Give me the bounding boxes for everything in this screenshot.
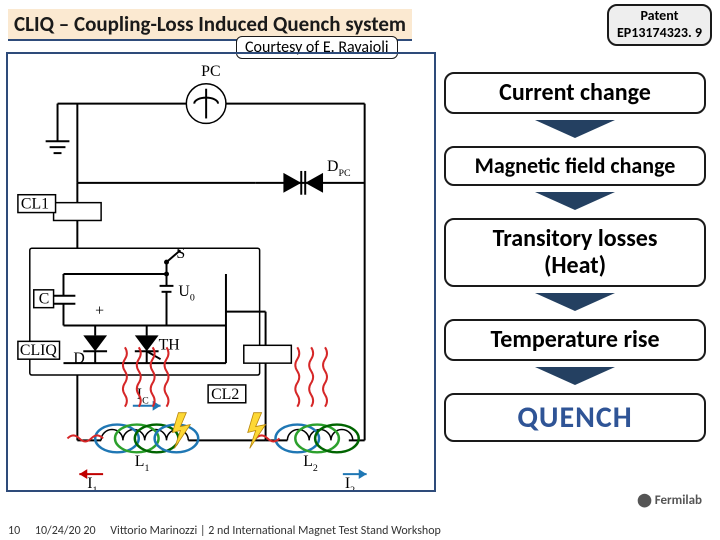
flow-box-4: QUENCH [444, 393, 706, 442]
flow-box-3: Temperature rise [444, 319, 706, 361]
lightning-bolt-icon-2 [248, 412, 266, 448]
slide-author: Vittorio Marinozzi | 2 nd International … [110, 524, 441, 538]
flow-arrow-icon [535, 192, 615, 210]
dpc-diodes [77, 171, 364, 195]
svg-text:S: S [176, 245, 185, 262]
patent-label: Patent [617, 8, 702, 25]
svg-text:DPC: DPC [327, 158, 351, 179]
svg-text:CL2: CL2 [211, 385, 239, 402]
slide-date: 10/24/20 20 [35, 524, 96, 538]
svg-text:CL1: CL1 [21, 195, 49, 212]
flow-box-1: Magnetic field change [444, 146, 706, 186]
svg-text:I1: I1 [87, 475, 97, 490]
slide-number: 10 [8, 524, 20, 538]
patent-number: EP13174323. 9 [617, 25, 702, 42]
svg-text:L1: L1 [135, 453, 150, 474]
svg-text:+: + [95, 302, 104, 319]
patent-box: Patent EP13174323. 9 [607, 4, 712, 46]
flow-arrow-icon [535, 293, 615, 311]
fermilab-logo: ⬤ Fermilab [637, 493, 702, 508]
lightning-bolt-icon [172, 412, 190, 448]
footer: 10 10/24/20 20 Vittorio Marinozzi | 2 nd… [8, 524, 453, 538]
svg-text:CLIQ: CLIQ [20, 342, 58, 359]
flow-arrow-icon [535, 120, 615, 138]
pc-label: PC [201, 62, 220, 79]
flow-box-2: Transitory losses (Heat) [444, 218, 706, 287]
svg-text:D: D [73, 350, 84, 367]
flow-arrow-icon [535, 367, 615, 385]
circuit-diagram: PC DPC CL1 [6, 52, 436, 492]
flow-box-0: Current change [444, 72, 706, 114]
svg-text:L2: L2 [303, 453, 318, 474]
flow-column: Current change Magnetic field change Trans… [436, 52, 706, 492]
svg-text:C: C [39, 290, 50, 307]
svg-text:I2: I2 [345, 475, 355, 490]
heat-squiggles-l2 [295, 347, 327, 406]
